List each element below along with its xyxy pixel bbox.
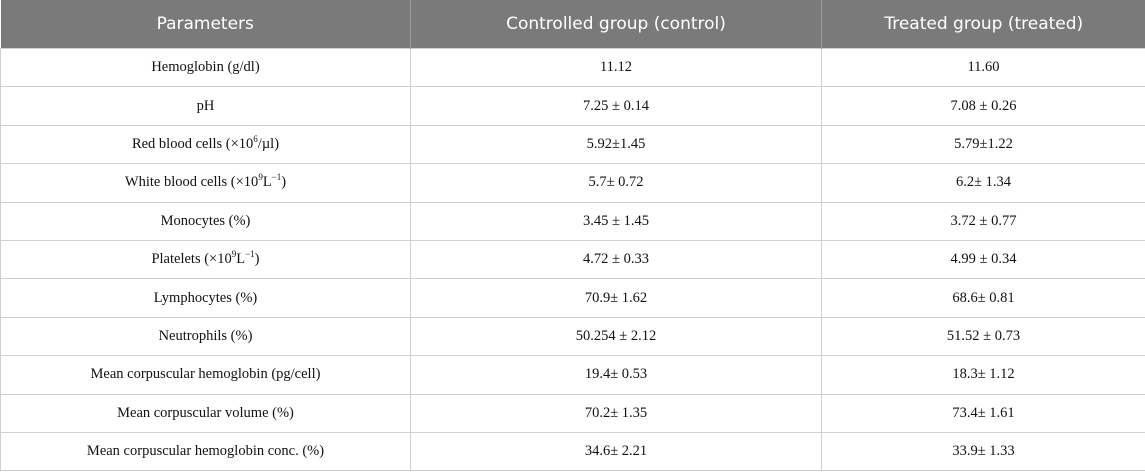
- table-row: pH 7.25 ± 0.14 7.08 ± 0.26: [0, 86, 1145, 126]
- param-cell: Mean corpuscular volume (%): [0, 393, 411, 433]
- treated-cell: 18.3± 1.12: [821, 355, 1145, 395]
- control-cell: 5.92±1.45: [410, 124, 822, 165]
- control-cell: 5.7± 0.72: [410, 163, 822, 203]
- table-body: Hemoglobin (g/dl) 11.12 11.60 pH 7.25 ± …: [0, 47, 1145, 472]
- table-row: Red blood cells (×106/µl) 5.92±1.45 5.79…: [0, 124, 1145, 165]
- param-cell: Mean corpuscular hemoglobin conc. (%): [0, 431, 411, 472]
- param-text-end: ): [254, 251, 260, 268]
- table-row: Hemoglobin (g/dl) 11.12 11.60: [0, 47, 1145, 88]
- param-text-end: ): [281, 174, 287, 191]
- table-row: Mean corpuscular hemoglobin (pg/cell) 19…: [0, 355, 1145, 395]
- table-row: Mean corpuscular volume (%) 70.2± 1.35 7…: [0, 393, 1145, 433]
- param-unit: L: [262, 174, 272, 191]
- treated-cell: 3.72 ± 0.77: [821, 201, 1145, 241]
- header-parameters: Parameters: [0, 0, 411, 49]
- treated-cell: 4.99 ± 0.34: [821, 239, 1145, 280]
- param-text: Red blood cells (×10: [131, 135, 254, 152]
- control-cell: 7.25 ± 0.14: [410, 86, 822, 126]
- control-cell: 50.254 ± 2.12: [410, 316, 822, 357]
- param-unit: L: [236, 251, 246, 268]
- header-control: Controlled group (control): [410, 0, 822, 49]
- param-superscript-2: −1: [245, 249, 255, 260]
- control-cell: 11.12: [410, 47, 822, 88]
- control-cell: 34.6± 2.21: [410, 431, 822, 472]
- param-cell: Lymphocytes (%): [0, 278, 411, 318]
- treated-cell: 73.4± 1.61: [821, 393, 1145, 433]
- param-cell: Monocytes (%): [0, 201, 411, 241]
- table-row: Monocytes (%) 3.45 ± 1.45 3.72 ± 0.77: [0, 201, 1145, 241]
- param-text: White blood cells (×10: [124, 174, 259, 191]
- control-cell: 3.45 ± 1.45: [410, 201, 822, 241]
- treated-cell: 5.79±1.22: [821, 124, 1145, 165]
- param-cell: Hemoglobin (g/dl): [0, 47, 411, 88]
- control-cell: 70.9± 1.62: [410, 278, 822, 318]
- treated-cell: 11.60: [821, 47, 1145, 88]
- param-text-end: /µl): [257, 135, 280, 152]
- table-header: Parameters Controlled group (control) Tr…: [0, 0, 1145, 49]
- table-row: White blood cells (×109L−1) 5.7± 0.72 6.…: [0, 163, 1145, 203]
- param-cell: Red blood cells (×106/µl): [0, 124, 411, 165]
- param-superscript-2: −1: [271, 172, 282, 183]
- param-cell: Neutrophils (%): [0, 316, 411, 357]
- param-superscript: 6: [253, 134, 258, 145]
- param-cell: Mean corpuscular hemoglobin (pg/cell): [0, 355, 411, 395]
- param-cell: pH: [0, 86, 411, 126]
- treated-cell: 7.08 ± 0.26: [821, 86, 1145, 126]
- header-row: Parameters Controlled group (control) Tr…: [0, 0, 1145, 49]
- treated-cell: 68.6± 0.81: [821, 278, 1145, 318]
- header-treated: Treated group (treated): [821, 0, 1145, 49]
- param-text: Platelets (×10: [151, 251, 232, 268]
- param-cell: Platelets (×109L−1): [0, 239, 411, 280]
- control-cell: 4.72 ± 0.33: [410, 239, 822, 280]
- table-row: Neutrophils (%) 50.254 ± 2.12 51.52 ± 0.…: [0, 316, 1145, 357]
- table-row: Platelets (×109L−1) 4.72 ± 0.33 4.99 ± 0…: [0, 239, 1145, 280]
- treated-cell: 6.2± 1.34: [821, 163, 1145, 203]
- treated-cell: 33.9± 1.33: [821, 431, 1145, 472]
- treated-cell: 51.52 ± 0.73: [821, 316, 1145, 357]
- table-row: Lymphocytes (%) 70.9± 1.62 68.6± 0.81: [0, 278, 1145, 318]
- control-cell: 70.2± 1.35: [410, 393, 822, 433]
- param-cell: White blood cells (×109L−1): [0, 163, 411, 203]
- param-superscript: 9: [231, 249, 237, 260]
- table-row: Mean corpuscular hemoglobin conc. (%) 34…: [0, 431, 1145, 472]
- param-superscript: 9: [258, 172, 263, 183]
- control-cell: 19.4± 0.53: [410, 355, 822, 395]
